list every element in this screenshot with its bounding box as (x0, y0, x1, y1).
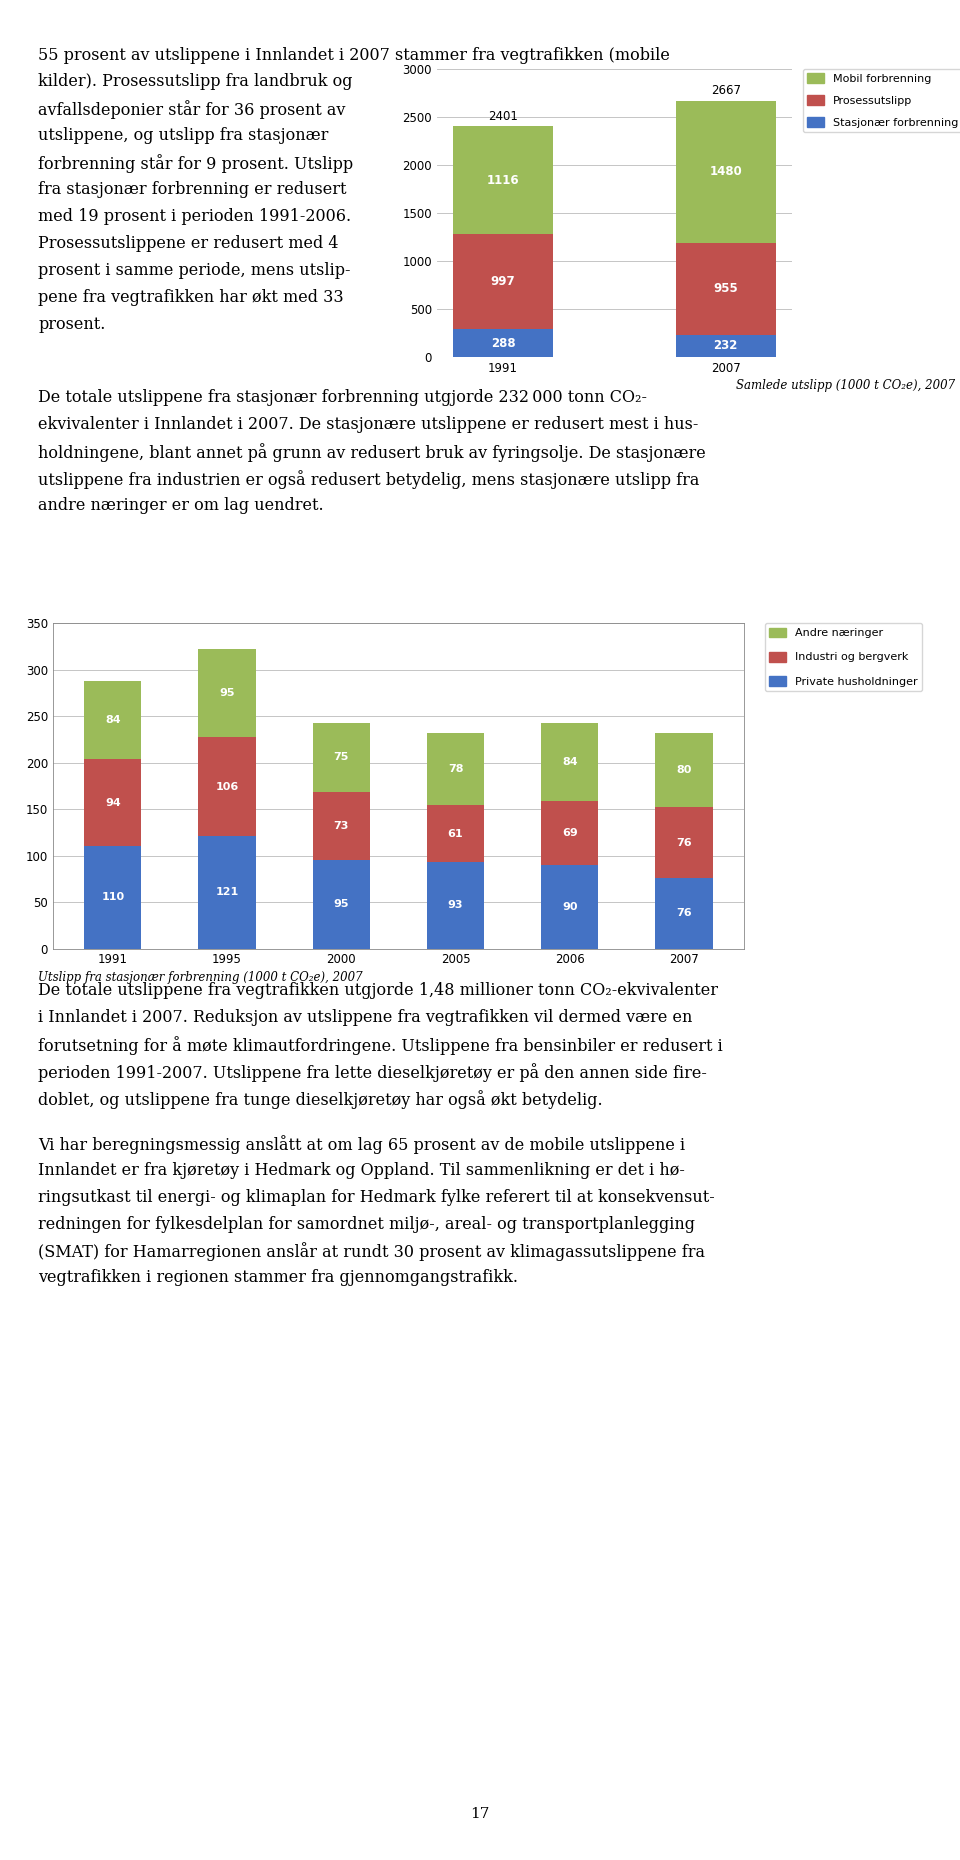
Text: avfallsdeponier står for 36 prosent av: avfallsdeponier står for 36 prosent av (38, 100, 346, 119)
Text: ekvivalenter i Innlandet i 2007. De stasjonære utslippene er redusert mest i hus: ekvivalenter i Innlandet i 2007. De stas… (38, 415, 699, 433)
Bar (541, 865, 598, 949)
Text: 76: 76 (676, 908, 692, 919)
Text: prosent.: prosent. (38, 316, 106, 333)
Text: 55 prosent av utslippene i Innlandet i 2007 stammer fra vegtrafikken (mobile: 55 prosent av utslippene i Innlandet i 2… (38, 46, 670, 63)
Text: i Innlandet i 2007. Reduksjon av utslippene fra vegtrafikken vil dermed være en: i Innlandet i 2007. Reduksjon av utslipp… (38, 1010, 693, 1027)
Text: 997: 997 (491, 275, 516, 288)
Text: kilder). Prosessutslipp fra landbruk og: kilder). Prosessutslipp fra landbruk og (38, 74, 353, 91)
Text: 106: 106 (215, 781, 239, 792)
Text: (SMAT) for Hamarregionen anslår at rundt 30 prosent av klimagassutslippene fra: (SMAT) for Hamarregionen anslår at rundt… (38, 1242, 706, 1261)
Text: fra stasjonær forbrenning er redusert: fra stasjonær forbrenning er redusert (38, 182, 347, 199)
Text: 80: 80 (677, 764, 692, 776)
Text: 84: 84 (105, 714, 121, 725)
Bar (313, 859, 370, 949)
Bar (84, 759, 141, 846)
Text: holdningene, blant annet på grunn av redusert bruk av fyringsolje. De stasjonære: holdningene, blant annet på grunn av red… (38, 443, 707, 461)
Text: 95: 95 (333, 900, 349, 910)
Text: utslippene fra industrien er også redusert betydelig, mens stasjonære utslipp fr: utslippene fra industrien er også reduse… (38, 469, 700, 489)
Bar (453, 329, 553, 357)
Text: 61: 61 (447, 830, 464, 839)
Bar (676, 244, 776, 335)
Bar (199, 837, 255, 949)
Text: 2667: 2667 (710, 84, 741, 97)
Text: prosent i samme periode, mens utslip-: prosent i samme periode, mens utslip- (38, 262, 351, 279)
Text: pene fra vegtrafikken har økt med 33: pene fra vegtrafikken har økt med 33 (38, 290, 344, 307)
Bar (541, 800, 598, 865)
Text: 288: 288 (491, 337, 516, 350)
Bar (313, 724, 370, 792)
Text: 94: 94 (105, 798, 121, 807)
Text: forbrenning står for 9 prosent. Utslipp: forbrenning står for 9 prosent. Utslipp (38, 154, 353, 173)
Text: Prosessutslippene er redusert med 4: Prosessutslippene er redusert med 4 (38, 236, 339, 253)
Text: utslippene, og utslipp fra stasjonær: utslippene, og utslipp fra stasjonær (38, 128, 328, 145)
Text: redningen for fylkesdelplan for samordnet miljø-, areal- og transportplanlegging: redningen for fylkesdelplan for samordne… (38, 1216, 695, 1233)
Text: 955: 955 (713, 283, 738, 296)
Text: ringsutkast til energi- og klimaplan for Hedmark fylke referert til at konsekven: ringsutkast til energi- og klimaplan for… (38, 1189, 715, 1205)
Bar (427, 805, 484, 863)
Text: 78: 78 (447, 764, 464, 774)
Bar (541, 722, 598, 800)
Bar (199, 649, 255, 737)
Text: 73: 73 (333, 822, 349, 831)
Text: De totale utslippene fra stasjonær forbrenning utgjorde 232 000 tonn CO₂-: De totale utslippene fra stasjonær forbr… (38, 389, 647, 405)
Text: 84: 84 (562, 757, 578, 766)
Bar (84, 681, 141, 759)
Text: perioden 1991-2007. Utslippene fra lette dieselkjøretøy er på den annen side fir: perioden 1991-2007. Utslippene fra lette… (38, 1064, 708, 1083)
Text: 90: 90 (562, 902, 578, 911)
Text: 110: 110 (101, 893, 125, 902)
Text: Utslipp fra stasjonær forbrenning (1000 t CO₂e), 2007: Utslipp fra stasjonær forbrenning (1000 … (38, 971, 363, 984)
Text: Vi har beregningsmessig anslått at om lag 65 prosent av de mobile utslippene i: Vi har beregningsmessig anslått at om la… (38, 1135, 685, 1153)
Text: 93: 93 (447, 900, 464, 910)
Bar (199, 737, 255, 837)
Text: Innlandet er fra kjøretøy i Hedmark og Oppland. Til sammenlikning er det i hø-: Innlandet er fra kjøretøy i Hedmark og O… (38, 1161, 685, 1179)
Bar (84, 846, 141, 949)
Bar (656, 733, 712, 807)
Legend: Andre næringer, Industri og bergverk, Private husholdninger: Andre næringer, Industri og bergverk, Pr… (765, 623, 922, 690)
Legend: Mobil forbrenning, Prosessutslipp, Stasjonær forbrenning: Mobil forbrenning, Prosessutslipp, Stasj… (803, 69, 960, 132)
Text: forutsetning for å møte klimautfordringene. Utslippene fra bensinbiler er reduse: forutsetning for å møte klimautfordringe… (38, 1036, 723, 1055)
Text: 2401: 2401 (488, 110, 518, 123)
Text: 69: 69 (562, 828, 578, 837)
Text: Samlede utslipp (1000 t CO₂e), 2007: Samlede utslipp (1000 t CO₂e), 2007 (736, 379, 955, 392)
Bar (313, 792, 370, 859)
Bar (676, 335, 776, 357)
Text: 232: 232 (713, 340, 738, 353)
Text: 1116: 1116 (487, 173, 519, 186)
Bar (453, 126, 553, 234)
Text: med 19 prosent i perioden 1991-2006.: med 19 prosent i perioden 1991-2006. (38, 208, 351, 225)
Bar (656, 878, 712, 949)
Text: doblet, og utslippene fra tunge dieselkjøretøy har også økt betydelig.: doblet, og utslippene fra tunge dieselkj… (38, 1090, 603, 1109)
Text: 75: 75 (333, 753, 349, 763)
Text: 95: 95 (219, 688, 235, 698)
Text: andre næringer er om lag uendret.: andre næringer er om lag uendret. (38, 497, 324, 513)
Text: 76: 76 (676, 837, 692, 848)
Bar (453, 234, 553, 329)
Text: 121: 121 (215, 887, 239, 897)
Bar (427, 863, 484, 949)
Bar (656, 807, 712, 878)
Bar (676, 100, 776, 244)
Bar (427, 733, 484, 805)
Text: vegtrafikken i regionen stammer fra gjennomgangstrafikk.: vegtrafikken i regionen stammer fra gjen… (38, 1270, 518, 1287)
Text: De totale utslippene fra vegtrafikken utgjorde 1,48 millioner tonn CO₂-ekvivalen: De totale utslippene fra vegtrafikken ut… (38, 982, 718, 999)
Text: 1480: 1480 (709, 166, 742, 179)
Text: 17: 17 (470, 1806, 490, 1821)
